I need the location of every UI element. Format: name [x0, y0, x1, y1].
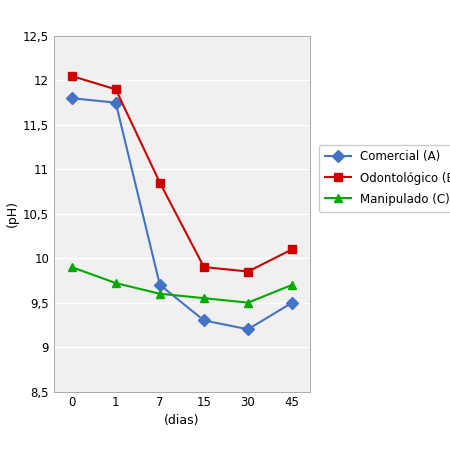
Manipulado (C): [289, 282, 295, 288]
Odontológico (B): [201, 264, 207, 270]
Manipulado (C): [245, 300, 251, 305]
X-axis label: (dias): (dias): [164, 414, 200, 427]
Comercial (A): [157, 282, 162, 288]
Odontológico (B): [157, 180, 162, 185]
Manipulado (C): [201, 296, 207, 301]
Comercial (A): [289, 300, 295, 305]
Odontológico (B): [289, 247, 295, 252]
Legend: Comercial (A), Odontológico (B), Manipulado (C): Comercial (A), Odontológico (B), Manipul…: [319, 144, 450, 212]
Odontológico (B): [113, 87, 118, 92]
Line: Comercial (A): Comercial (A): [68, 94, 296, 333]
Comercial (A): [201, 318, 207, 323]
Manipulado (C): [69, 264, 74, 270]
Comercial (A): [113, 100, 118, 105]
Line: Odontológico (B): Odontológico (B): [68, 72, 296, 276]
Comercial (A): [245, 327, 251, 332]
Manipulado (C): [157, 291, 162, 297]
Odontológico (B): [69, 73, 74, 79]
Y-axis label: (pH): (pH): [6, 200, 19, 227]
Odontológico (B): [245, 269, 251, 274]
Line: Manipulado (C): Manipulado (C): [68, 263, 296, 307]
Manipulado (C): [113, 280, 118, 286]
Comercial (A): [69, 95, 74, 101]
